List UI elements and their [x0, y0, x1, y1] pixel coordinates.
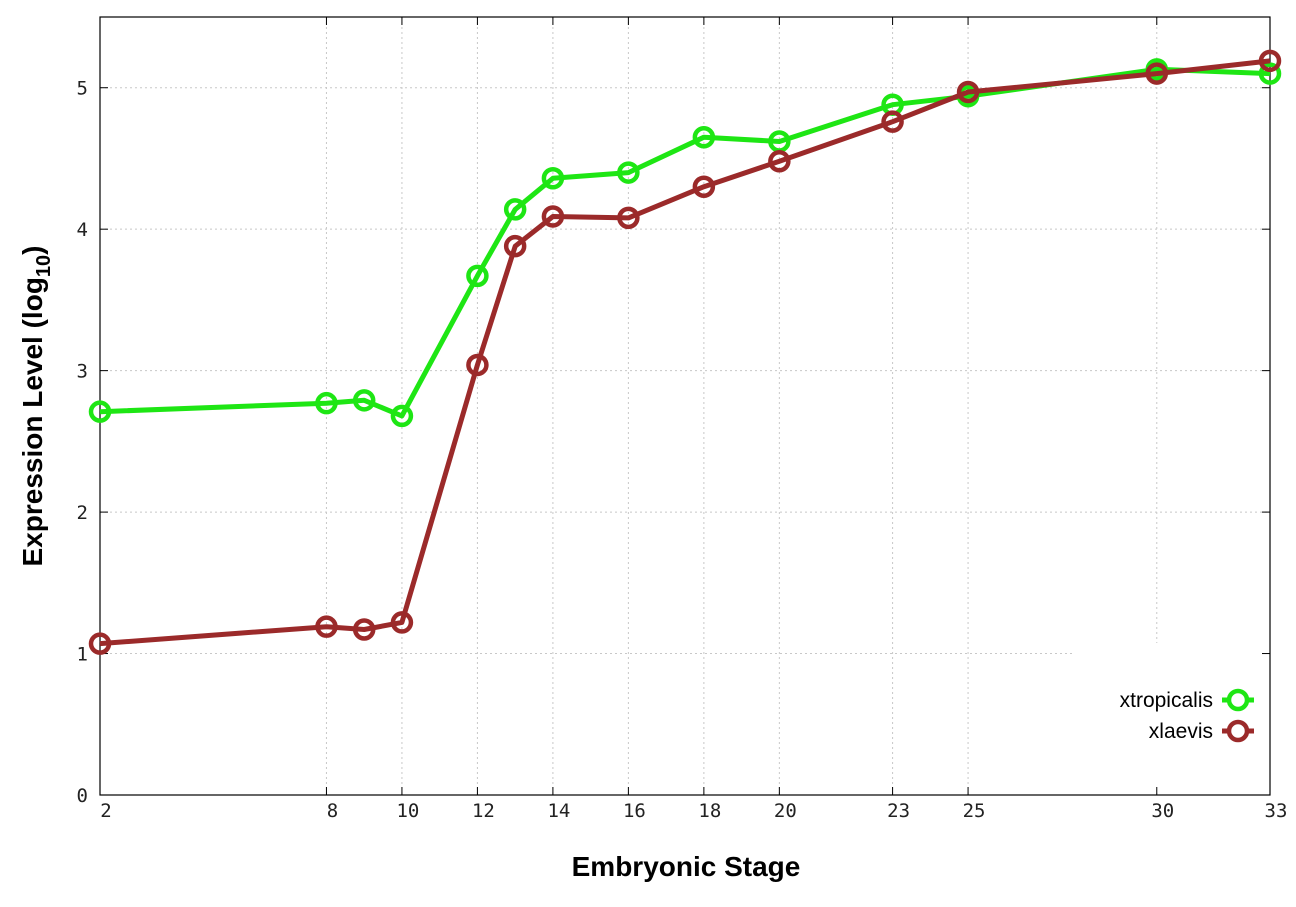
- y-axis-title-main: Expression Level (log: [17, 277, 48, 566]
- x-tick-label: 25: [963, 800, 986, 822]
- legend-label-xtropicalis: xtropicalis: [1120, 689, 1213, 712]
- data-point-xlaevis: [1258, 49, 1282, 73]
- y-tick-label: 2: [77, 502, 88, 524]
- series-xlaevis: [88, 49, 1282, 655]
- legend-marker-xlaevis: [1226, 719, 1250, 743]
- data-point-xlaevis: [768, 150, 791, 173]
- data-point-xlaevis: [466, 353, 489, 377]
- x-tick-label: 2: [100, 800, 111, 822]
- data-point-xtropicalis: [692, 125, 716, 149]
- data-point-xlaevis: [88, 632, 112, 655]
- plot-frame: [99, 16, 1271, 796]
- x-tick-label: 20: [774, 800, 797, 822]
- series-line-xlaevis: [99, 58, 1271, 647]
- data-point-xlaevis: [1145, 62, 1169, 85]
- data-point-xtropicalis: [617, 161, 640, 184]
- series-layer: [88, 49, 1282, 655]
- y-axis-title-subscript: 10: [33, 255, 55, 277]
- y-axis-title: Expression Level (log10): [17, 246, 55, 567]
- data-point-xtropicalis: [503, 198, 527, 221]
- legend-label-xlaevis: xlaevis: [1149, 720, 1213, 743]
- legend-marker-xtropicalis: [1226, 688, 1250, 712]
- y-axis-title-close: ): [17, 246, 48, 255]
- data-point-xlaevis: [352, 618, 376, 641]
- tick-marks: [99, 17, 1271, 796]
- legend-box: [1072, 643, 1268, 793]
- x-tick-label: 23: [887, 800, 910, 822]
- y-tick-label: 5: [77, 78, 88, 100]
- y-tick-label: 4: [77, 219, 88, 241]
- data-point-xtropicalis: [1258, 62, 1282, 85]
- y-tick-label: 0: [77, 785, 88, 807]
- x-tick-label: 8: [327, 800, 338, 822]
- data-point-xtropicalis: [352, 389, 376, 412]
- data-point-xtropicalis: [466, 264, 489, 288]
- data-point-xlaevis: [315, 615, 338, 638]
- x-tick-label: 30: [1151, 800, 1174, 822]
- data-point-xtropicalis: [390, 404, 414, 428]
- data-point-xlaevis: [390, 611, 414, 634]
- legend: xtropicalis xlaevis: [1120, 688, 1254, 743]
- plot-border: [99, 16, 1271, 796]
- x-axis-title: Embryonic Stage: [572, 851, 801, 882]
- y-tick-label: 3: [77, 361, 88, 383]
- data-point-xlaevis: [541, 205, 565, 228]
- data-point-xlaevis: [881, 110, 904, 133]
- y-tick-label: 1: [77, 644, 88, 666]
- x-tick-label: 12: [472, 800, 495, 822]
- x-tick-label: 16: [623, 800, 646, 822]
- data-point-xlaevis: [692, 175, 716, 198]
- x-tick-label: 18: [698, 800, 721, 822]
- x-tick-label: 14: [547, 800, 570, 822]
- data-point-xlaevis: [503, 234, 527, 258]
- data-point-xlaevis: [617, 206, 640, 230]
- x-tick-label: 33: [1265, 800, 1288, 822]
- data-point-xtropicalis: [541, 167, 565, 190]
- legend-background: [1072, 643, 1268, 793]
- x-tick-label: 10: [396, 800, 419, 822]
- data-point-xtropicalis: [88, 400, 112, 423]
- data-point-xlaevis: [956, 80, 980, 104]
- data-point-xtropicalis: [315, 391, 338, 415]
